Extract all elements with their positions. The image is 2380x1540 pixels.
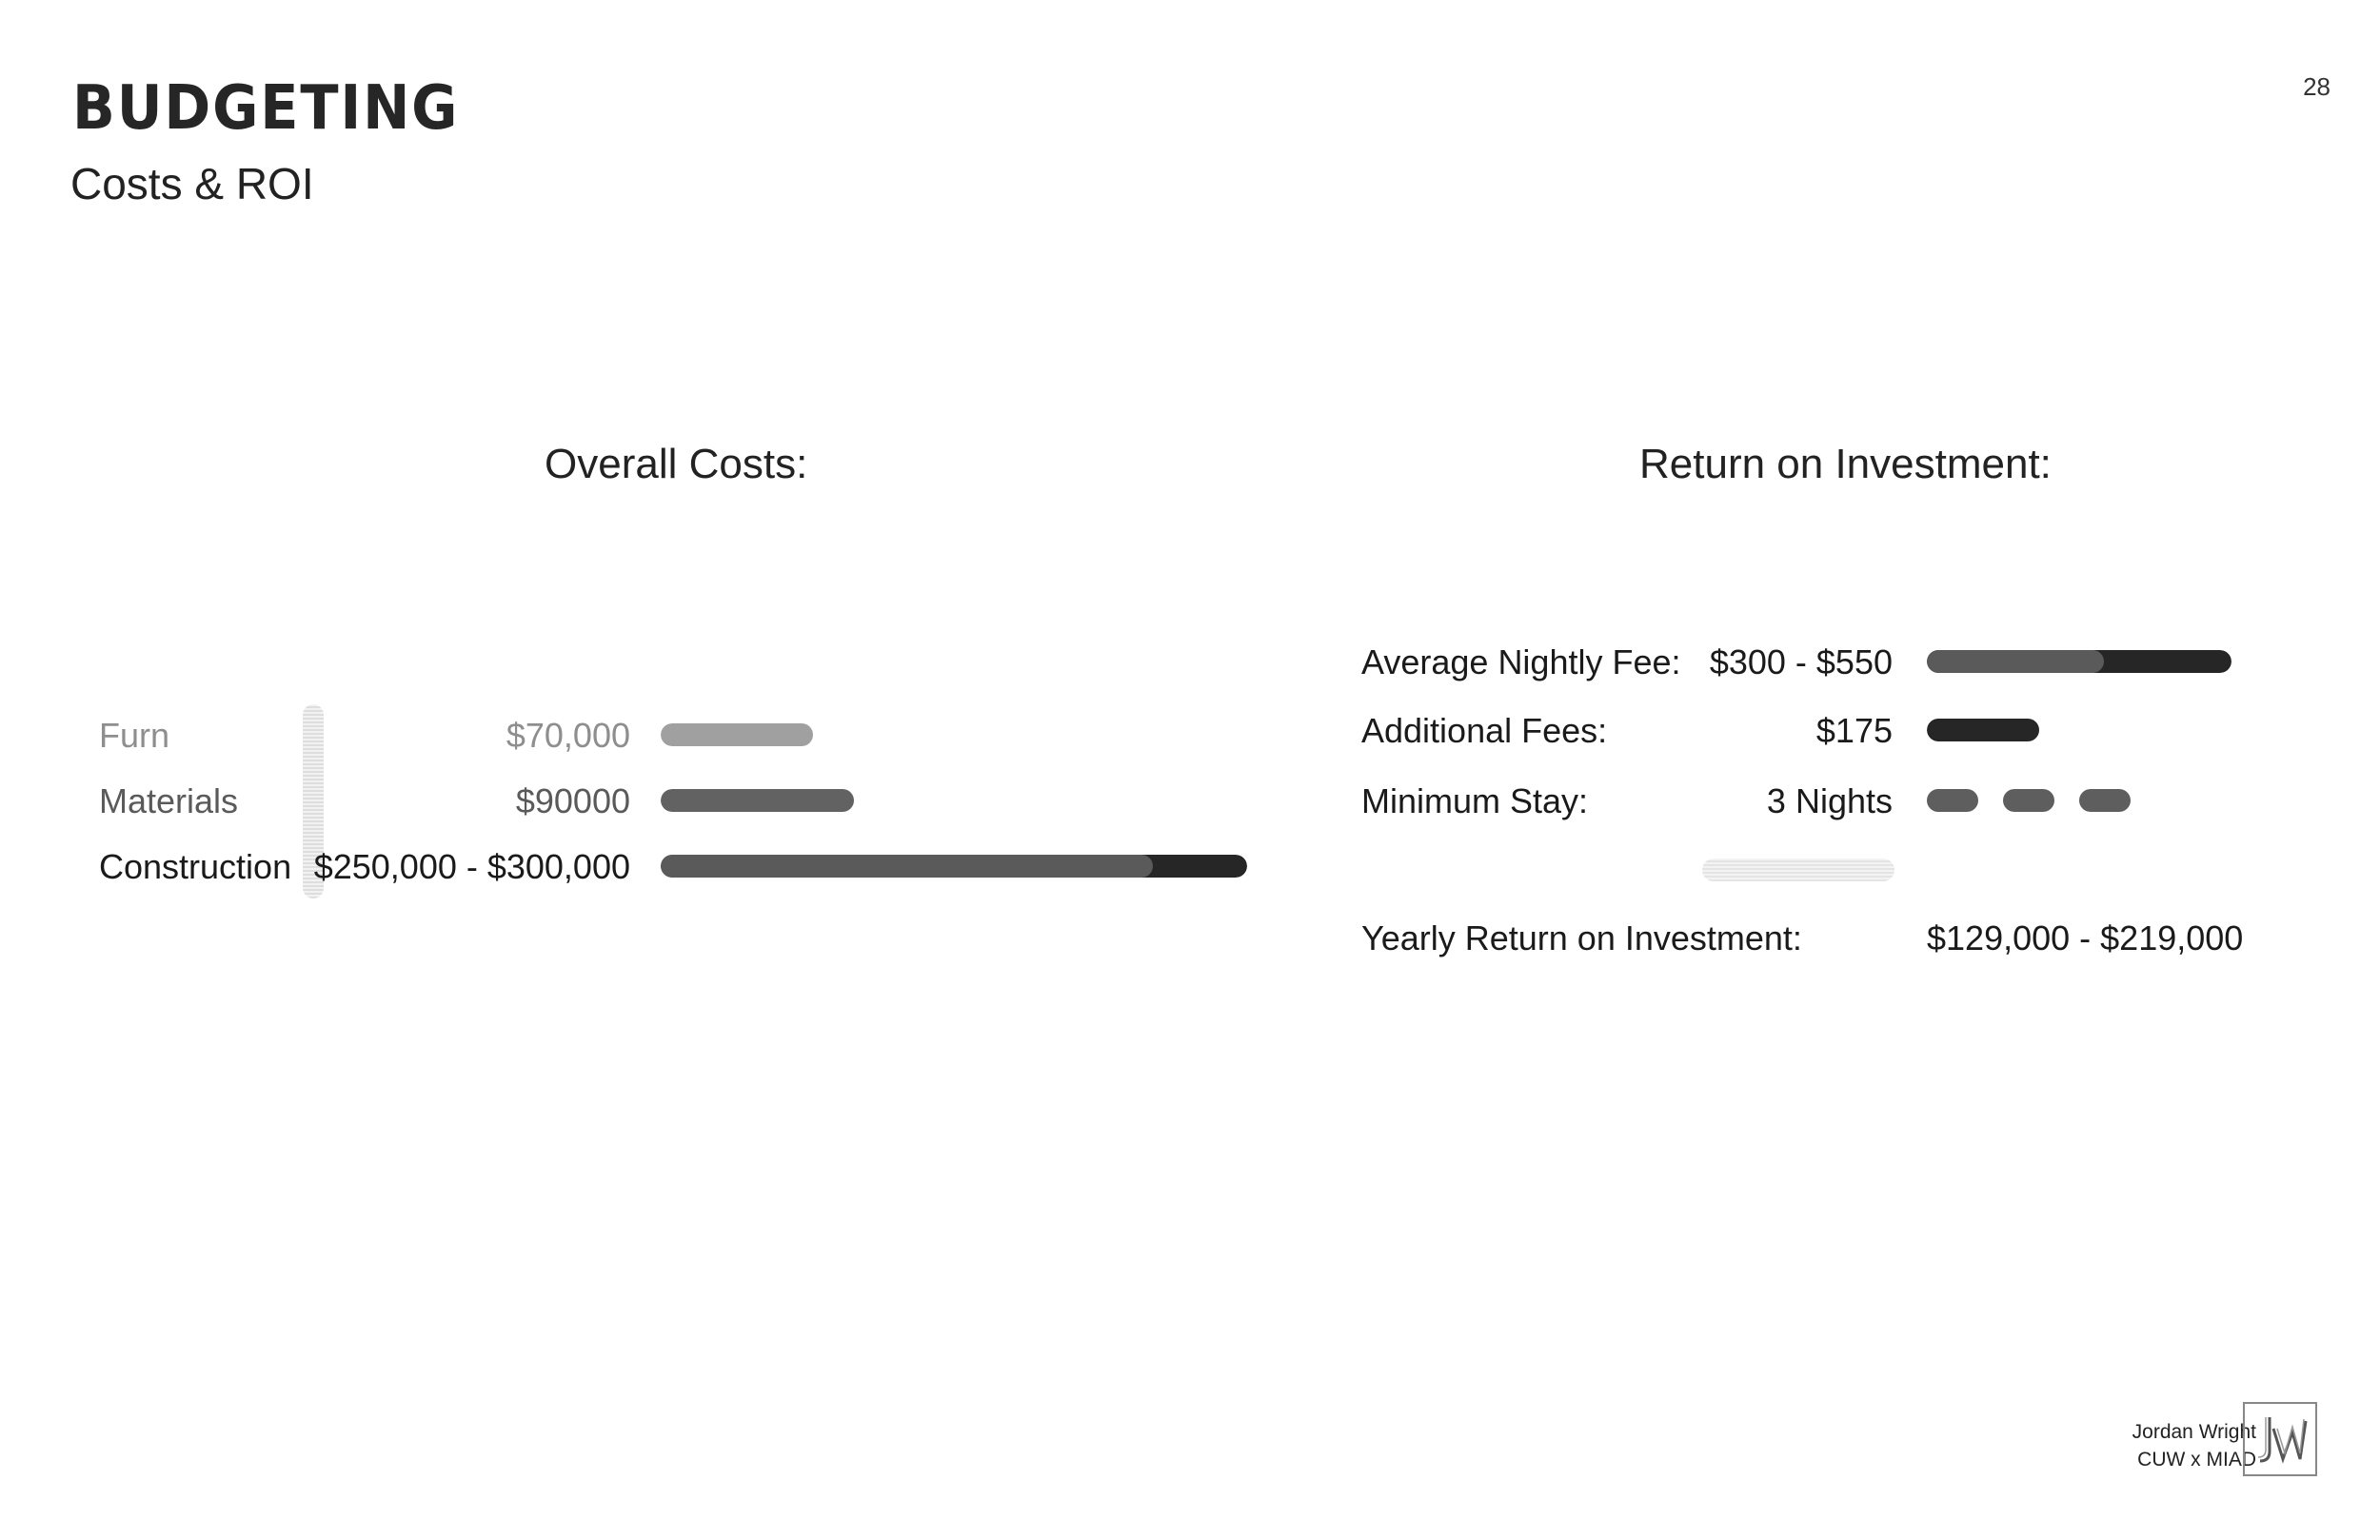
cost-bar-construction	[661, 855, 1247, 878]
roi-label-yearly: Yearly Return on Investment:	[1361, 918, 1802, 958]
roi-bar-fill-additional	[1927, 719, 2040, 741]
author-name: Jordan Wright	[2132, 1421, 2256, 1443]
cost-bar-materials	[661, 789, 1247, 812]
roi-label-min-stay: Minimum Stay:	[1361, 781, 1589, 820]
cost-value-materials: $90000	[515, 781, 630, 820]
cost-label-construction: Construction	[99, 847, 292, 886]
night-pill	[1927, 789, 1978, 812]
roi-bar-additional	[1927, 719, 2231, 741]
cost-label-furn: Furn	[99, 716, 170, 755]
author-org: CUW x MIAD	[2137, 1449, 2256, 1471]
cost-bar-furn	[661, 723, 1247, 746]
night-pill	[2079, 789, 2131, 812]
author-signature: Jordan Wright CUW x MIAD	[2132, 1418, 2256, 1473]
roi-heading: Return on Investment:	[1639, 441, 2052, 487]
roi-divider	[1702, 859, 1894, 881]
roi-label-additional: Additional Fees:	[1361, 711, 1608, 750]
roi-bar-fill-nightly-low	[1927, 650, 2104, 673]
roi-value-additional: $175	[1815, 711, 1893, 750]
jw-logo-icon	[2243, 1402, 2317, 1476]
roi-bar-nightly	[1927, 650, 2231, 673]
page-number: 28	[2303, 72, 2330, 101]
roi-label-nightly: Average Nightly Fee:	[1361, 642, 1681, 681]
costs-divider	[303, 704, 324, 898]
cost-bar-fill-materials	[661, 789, 855, 812]
cost-bar-fill-furn	[661, 723, 814, 746]
roi-value-yearly: $129,000 - $219,000	[1927, 918, 2244, 958]
roi-value-min-stay: 3 Nights	[1766, 781, 1893, 820]
night-pill	[2003, 789, 2054, 812]
roi-value-nightly: $300 - $550	[1709, 642, 1893, 681]
roi-nights-indicator	[1927, 789, 2212, 812]
cost-bar-fill-construction-low	[661, 855, 1154, 878]
page-subtitle: Costs & ROI	[70, 159, 314, 208]
costs-heading: Overall Costs:	[545, 441, 808, 487]
cost-value-construction: $250,000 - $300,000	[313, 847, 630, 886]
cost-value-furn: $70,000	[506, 716, 630, 755]
cost-label-materials: Materials	[99, 781, 239, 820]
page-title: BUDGETING	[72, 73, 460, 144]
